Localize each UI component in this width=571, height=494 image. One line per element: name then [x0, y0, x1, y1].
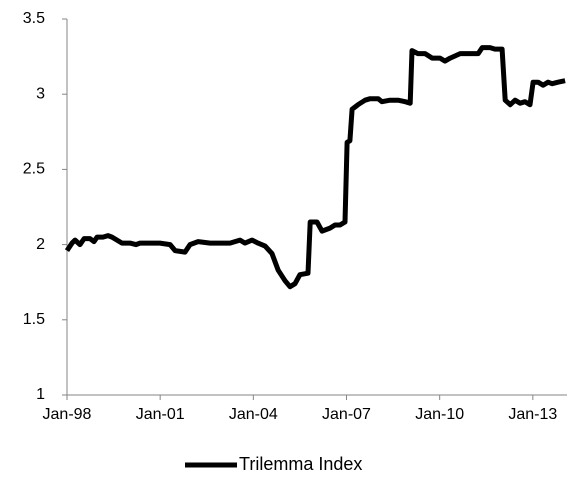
x-tick-label: Jan-07 [322, 406, 371, 423]
y-tick-label: 1 [36, 386, 45, 403]
x-tick-label: Jan-04 [229, 406, 278, 423]
legend-label: Trilemma Index [239, 454, 362, 474]
data-line [64, 45, 566, 290]
x-tick-label: Jan-98 [43, 406, 92, 423]
y-tick-label: 2 [36, 236, 45, 253]
x-tick-label: Jan-10 [415, 406, 464, 423]
x-tick-label: Jan-01 [136, 406, 185, 423]
y-tick-label: 1.5 [23, 311, 45, 328]
y-tick-label: 3.5 [23, 10, 45, 27]
y-tick-label: 2.5 [23, 161, 45, 178]
y-tick-label: 3 [36, 85, 45, 102]
x-tick-label: Jan-13 [508, 406, 557, 423]
